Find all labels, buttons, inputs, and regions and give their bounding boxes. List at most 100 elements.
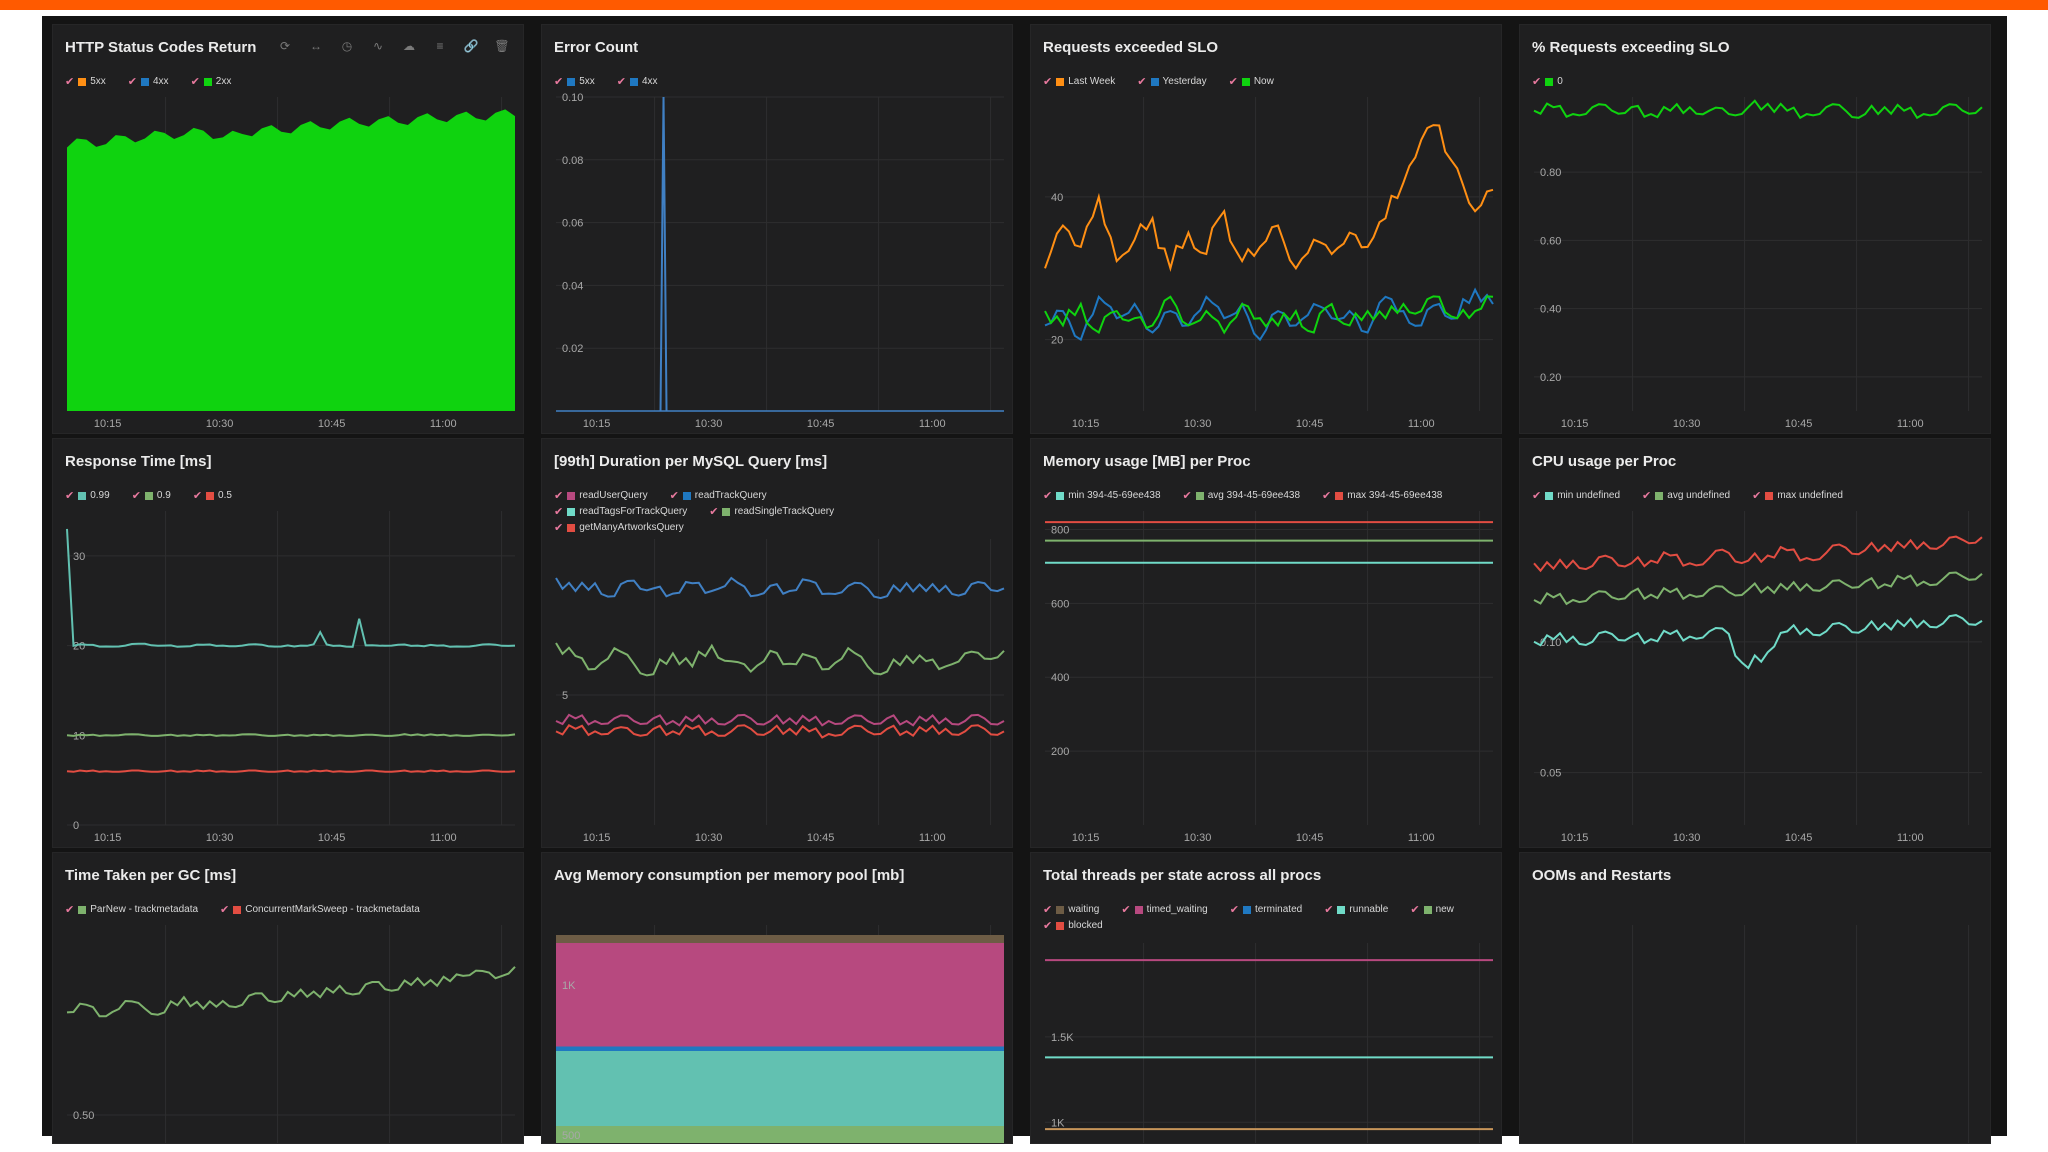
panel-title[interactable]: HTTP Status Codes Return xyxy=(65,39,257,56)
cloud-icon[interactable]: ☁ xyxy=(403,39,415,53)
check-icon[interactable]: ✔ xyxy=(1229,904,1239,916)
legend-item[interactable]: ✔ 0.5 xyxy=(193,489,232,502)
check-icon[interactable]: ✔ xyxy=(669,490,679,502)
check-icon[interactable]: ✔ xyxy=(1228,76,1238,88)
check-icon[interactable]: ✔ xyxy=(1043,76,1053,88)
legend-item[interactable]: ✔ min 394-45-69ee438 xyxy=(1043,489,1161,502)
check-icon[interactable]: ✔ xyxy=(1137,76,1147,88)
trash-icon[interactable]: 🗑 xyxy=(494,39,510,53)
legend-item[interactable]: ✔ readUserQuery xyxy=(554,489,648,502)
check-icon[interactable]: ✔ xyxy=(1642,490,1652,502)
check-icon[interactable]: ✔ xyxy=(190,76,200,88)
panel-title[interactable]: Response Time [ms] xyxy=(65,453,212,470)
legend-item[interactable]: ✔ new xyxy=(1410,903,1454,916)
check-icon[interactable]: ✔ xyxy=(1532,76,1542,88)
refresh-icon[interactable]: ⟳ xyxy=(279,39,291,53)
legend-item[interactable]: ✔ blocked xyxy=(1043,919,1103,932)
legend-label: Now xyxy=(1253,76,1274,87)
legend-item[interactable]: ✔ waiting xyxy=(1043,903,1099,916)
check-icon[interactable]: ✔ xyxy=(1043,904,1053,916)
check-icon[interactable]: ✔ xyxy=(554,76,564,88)
legend-item[interactable]: ✔ readTagsForTrackQuery xyxy=(554,505,687,518)
check-icon[interactable]: ✔ xyxy=(554,490,564,502)
check-icon[interactable]: ✔ xyxy=(65,490,75,502)
panel-title[interactable]: Time Taken per GC [ms] xyxy=(65,867,237,884)
legend-item[interactable]: ✔ 0.9 xyxy=(132,489,171,502)
link-icon[interactable]: 🔗 xyxy=(463,39,479,53)
panel-title[interactable]: % Requests exceeding SLO xyxy=(1532,39,1730,56)
check-icon[interactable]: ✔ xyxy=(1043,920,1053,932)
legend-item[interactable]: ✔ Yesterday xyxy=(1137,75,1206,88)
check-icon[interactable]: ✔ xyxy=(1121,904,1131,916)
check-icon[interactable]: ✔ xyxy=(65,76,75,88)
check-icon[interactable]: ✔ xyxy=(554,522,564,534)
check-icon[interactable]: ✔ xyxy=(616,76,626,88)
legend-item[interactable]: ✔ Last Week xyxy=(1043,75,1115,88)
panel-title[interactable]: Memory usage [MB] per Proc xyxy=(1043,453,1251,470)
clock-icon[interactable]: ◷ xyxy=(341,39,353,53)
check-icon[interactable]: ✔ xyxy=(127,76,137,88)
panel-memory-usage-mb-per-proc[interactable]: 800 600 400 200 10:15 10:30 10:45 11:00 Memory u… xyxy=(1030,438,1502,848)
panel-title[interactable]: [99th] Duration per MySQL Query [ms] xyxy=(554,453,828,470)
panel-requests-exceeded-slo[interactable]: 40 20 10:15 10:30 10:45 11:00 Requests exceede… xyxy=(1030,24,1502,434)
list-icon[interactable]: ≡ xyxy=(436,39,444,53)
legend-item[interactable]: ✔ 5xx xyxy=(65,75,106,88)
legend-item[interactable]: ✔ ConcurrentMarkSweep - trackmetadata xyxy=(220,903,420,916)
legend-item[interactable]: ✔ 2xx xyxy=(191,75,232,88)
panel-title[interactable]: Requests exceeded SLO xyxy=(1043,39,1219,56)
check-icon[interactable]: ✔ xyxy=(131,490,141,502)
legend-item[interactable]: ✔ runnable xyxy=(1324,903,1388,916)
panel-response-time-ms[interactable]: 30 20 10 0 10:15 10:30 10:45 11:00 Response Time… xyxy=(52,438,524,848)
x-tick-label: 11:00 xyxy=(919,832,946,844)
check-icon[interactable]: ✔ xyxy=(1043,490,1053,502)
check-icon[interactable]: ✔ xyxy=(1182,490,1192,502)
legend-item[interactable]: ✔ timed_waiting xyxy=(1121,903,1207,916)
panel-title[interactable]: CPU usage per Proc xyxy=(1532,453,1677,470)
check-icon[interactable]: ✔ xyxy=(554,506,564,518)
x-tick-label: 11:00 xyxy=(1897,832,1924,844)
check-icon[interactable]: ✔ xyxy=(1322,490,1332,502)
legend-item[interactable]: ✔ max 394-45-69ee438 xyxy=(1322,489,1442,502)
legend-item[interactable]: ✔ 0.99 xyxy=(65,489,110,502)
arrows-icon[interactable]: ↔ xyxy=(310,39,322,53)
panel-title[interactable]: OOMs and Restarts xyxy=(1532,867,1672,884)
legend-label: 4xx xyxy=(153,76,169,87)
check-icon[interactable]: ✔ xyxy=(220,904,230,916)
legend-item[interactable]: ✔ 4xx xyxy=(128,75,169,88)
legend-item[interactable]: ✔ avg 394-45-69ee438 xyxy=(1183,489,1301,502)
x-tick-label: 10:30 xyxy=(206,832,234,844)
check-icon[interactable]: ✔ xyxy=(65,904,75,916)
panel-time-taken-per-gc-ms[interactable]: 0.50 Time Taken per GC [ms] ✔ ParNew - trac… xyxy=(52,852,524,1144)
legend-item[interactable]: ✔ 4xx xyxy=(617,75,658,88)
panel-error-count[interactable]: 0.10 0.08 0.06 0.04 0.02 10:15 10:30 10:45 11:00… xyxy=(541,24,1013,434)
check-icon[interactable]: ✔ xyxy=(709,506,719,518)
legend-item[interactable]: ✔ min undefined xyxy=(1532,489,1620,502)
legend-item[interactable]: ✔ terminated xyxy=(1230,903,1302,916)
check-icon[interactable]: ✔ xyxy=(1532,490,1542,502)
panel-99th-duration-per-mysql-query-ms[interactable]: 5 10:15 10:30 10:45 11:00 [99th] Duration per… xyxy=(541,438,1013,848)
check-icon[interactable]: ✔ xyxy=(1324,904,1334,916)
panel-title[interactable]: Total threads per state across all procs xyxy=(1043,867,1322,884)
panel-requests-exceeding-slo[interactable]: 0.80 0.60 0.40 0.20 10:15 10:30 10:45 11:00 % Re… xyxy=(1519,24,1991,434)
check-icon[interactable]: ✔ xyxy=(1752,490,1762,502)
legend-item[interactable]: ✔ getManyArtworksQuery xyxy=(554,521,684,534)
panel-title[interactable]: Error Count xyxy=(554,39,639,56)
legend-item[interactable]: ✔ Now xyxy=(1229,75,1274,88)
chart-svg: 0.80 0.60 0.40 0.20 10:15 10:30 10:45 11:00 xyxy=(1533,97,1983,430)
panel-total-threads-per-state-across-all-procs[interactable]: 1.5K 1K Total threads per state across all… xyxy=(1030,852,1502,1144)
panel-cpu-usage-per-proc[interactable]: 0.10 0.05 10:15 10:30 10:45 11:00 CPU usage pe… xyxy=(1519,438,1991,848)
panel-ooms-and-restarts[interactable]: OOMs and Restarts xyxy=(1519,852,1991,1144)
check-icon[interactable]: ✔ xyxy=(1410,904,1420,916)
legend-item[interactable]: ✔ readSingleTrackQuery xyxy=(709,505,834,518)
legend-item[interactable]: ✔ max undefined xyxy=(1752,489,1843,502)
panel-avg-memory-consumption-per-memory-pool-mb[interactable]: 1K5001K500Avg Memory consumption per mem… xyxy=(541,852,1013,1144)
legend-item[interactable]: ✔ 0 xyxy=(1532,75,1563,88)
check-icon[interactable]: ✔ xyxy=(192,490,203,502)
legend-item[interactable]: ✔ ParNew - trackmetadata xyxy=(65,903,198,916)
trend-icon[interactable]: ∿ xyxy=(372,39,384,53)
legend-item[interactable]: ✔ avg undefined xyxy=(1642,489,1730,502)
legend-item[interactable]: ✔ readTrackQuery xyxy=(670,489,767,502)
panel-title[interactable]: Avg Memory consumption per memory pool [… xyxy=(554,867,905,884)
legend-item[interactable]: ✔ 5xx xyxy=(554,75,595,88)
